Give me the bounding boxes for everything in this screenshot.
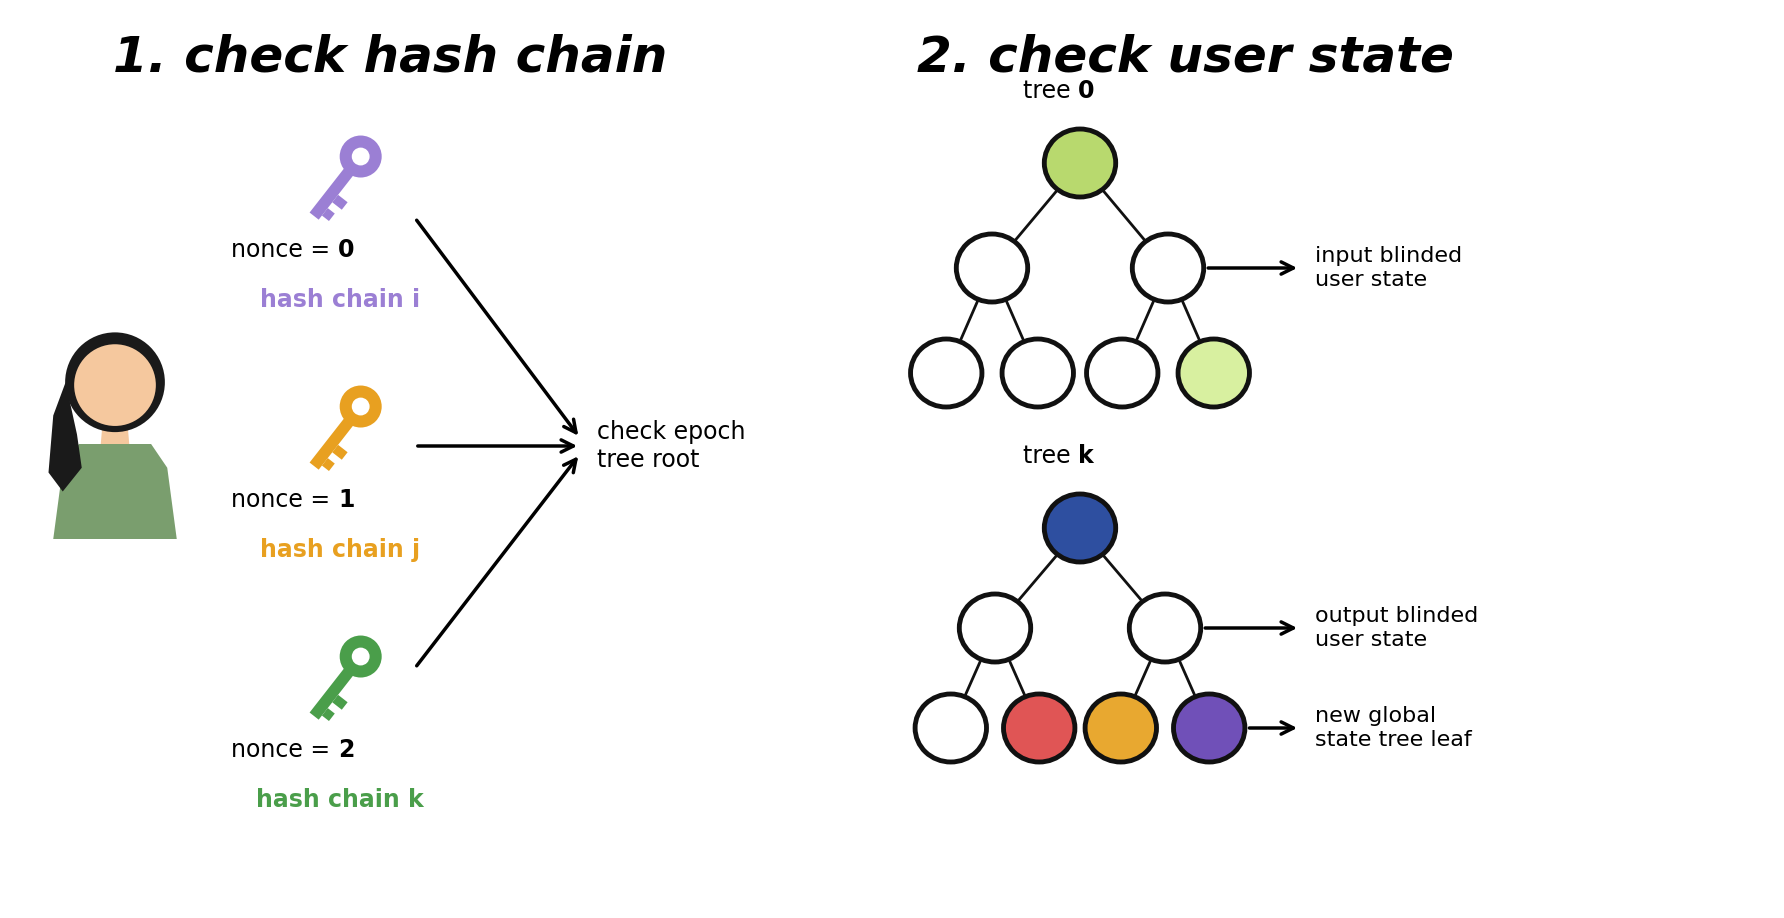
Text: nonce =: nonce = xyxy=(232,488,337,512)
Text: 0: 0 xyxy=(1078,79,1095,103)
Circle shape xyxy=(339,386,382,428)
Ellipse shape xyxy=(910,339,981,407)
Polygon shape xyxy=(310,165,355,219)
Polygon shape xyxy=(310,415,355,470)
Circle shape xyxy=(339,635,382,677)
Ellipse shape xyxy=(1003,339,1074,407)
Ellipse shape xyxy=(1044,494,1115,562)
Text: k: k xyxy=(1078,444,1094,468)
Text: input blinded
user state: input blinded user state xyxy=(1315,246,1463,289)
Ellipse shape xyxy=(915,694,987,762)
Polygon shape xyxy=(48,382,82,491)
Ellipse shape xyxy=(1085,694,1156,762)
Ellipse shape xyxy=(66,332,164,432)
Circle shape xyxy=(351,148,369,165)
Ellipse shape xyxy=(1177,339,1249,407)
Ellipse shape xyxy=(1086,339,1158,407)
Text: check epoch
tree root: check epoch tree root xyxy=(598,420,746,472)
Text: nonce =: nonce = xyxy=(232,738,337,762)
Text: 0: 0 xyxy=(337,238,355,262)
Text: tree: tree xyxy=(1022,444,1078,468)
Ellipse shape xyxy=(1003,694,1076,762)
Polygon shape xyxy=(54,444,177,539)
Circle shape xyxy=(75,344,155,426)
Text: hash chain j: hash chain j xyxy=(260,538,419,562)
Polygon shape xyxy=(321,208,335,221)
Ellipse shape xyxy=(956,234,1028,302)
Polygon shape xyxy=(321,458,335,471)
Text: tree: tree xyxy=(1022,79,1078,103)
Circle shape xyxy=(339,136,382,177)
Polygon shape xyxy=(332,695,348,710)
Text: 2. check user state: 2. check user state xyxy=(917,33,1454,81)
Polygon shape xyxy=(321,708,335,721)
Text: 1. check hash chain: 1. check hash chain xyxy=(112,33,667,81)
Polygon shape xyxy=(332,445,348,460)
Ellipse shape xyxy=(1129,594,1201,662)
Ellipse shape xyxy=(1044,129,1115,197)
Ellipse shape xyxy=(1133,234,1204,302)
Text: 2: 2 xyxy=(337,738,355,762)
Text: output blinded
user state: output blinded user state xyxy=(1315,607,1479,650)
Ellipse shape xyxy=(1174,694,1245,762)
Text: hash chain k: hash chain k xyxy=(257,788,425,812)
Circle shape xyxy=(351,397,369,416)
Ellipse shape xyxy=(960,594,1031,662)
Text: 1: 1 xyxy=(337,488,355,512)
Polygon shape xyxy=(100,410,128,444)
Text: nonce =: nonce = xyxy=(232,238,337,262)
Text: new global
state tree leaf: new global state tree leaf xyxy=(1315,706,1472,750)
Polygon shape xyxy=(310,666,355,720)
Text: hash chain i: hash chain i xyxy=(260,288,419,312)
Polygon shape xyxy=(332,195,348,209)
Circle shape xyxy=(351,647,369,666)
